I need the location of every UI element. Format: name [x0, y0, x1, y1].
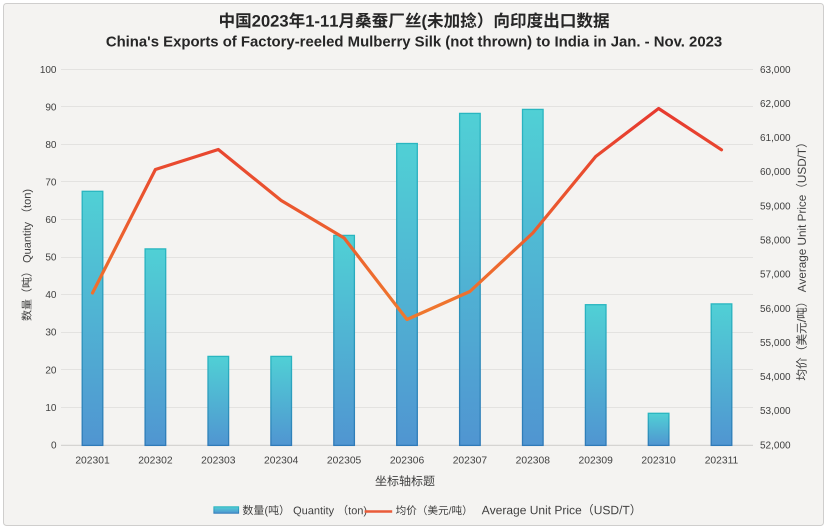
svg-text:60,000: 60,000 — [760, 167, 791, 178]
svg-text:40: 40 — [45, 290, 57, 301]
svg-text:80: 80 — [45, 140, 57, 151]
svg-text:202311: 202311 — [705, 456, 739, 467]
svg-text:202301: 202301 — [75, 456, 110, 467]
svg-text:202305: 202305 — [327, 456, 362, 467]
svg-text:90: 90 — [45, 102, 57, 113]
svg-text:202308: 202308 — [516, 456, 551, 467]
svg-text:63,000: 63,000 — [760, 65, 791, 76]
svg-text:55,000: 55,000 — [760, 338, 791, 349]
svg-text:202306: 202306 — [390, 456, 425, 467]
svg-text:30: 30 — [45, 328, 57, 339]
svg-text:62,000: 62,000 — [760, 99, 791, 110]
svg-text:70: 70 — [45, 178, 57, 189]
svg-text:0: 0 — [51, 440, 57, 451]
svg-text:100: 100 — [40, 65, 57, 76]
svg-text:61,000: 61,000 — [760, 133, 791, 144]
svg-text:202307: 202307 — [453, 456, 488, 467]
svg-text:52,000: 52,000 — [760, 440, 791, 451]
svg-text:202302: 202302 — [138, 456, 173, 467]
svg-text:56,000: 56,000 — [760, 304, 791, 315]
svg-text:202309: 202309 — [579, 456, 614, 467]
svg-text:202304: 202304 — [264, 456, 299, 467]
svg-text:50: 50 — [45, 253, 57, 264]
svg-text:60: 60 — [45, 215, 57, 226]
svg-text:57,000: 57,000 — [760, 270, 791, 281]
svg-text:202303: 202303 — [201, 456, 236, 467]
svg-text:58,000: 58,000 — [760, 236, 791, 247]
svg-text:China's Exports of Factory-ree: China's Exports of Factory-reeled Mulber… — [106, 34, 722, 50]
svg-text:20: 20 — [45, 365, 57, 376]
svg-text:10: 10 — [45, 403, 57, 414]
svg-text:59,000: 59,000 — [760, 201, 791, 212]
svg-text:202310: 202310 — [641, 456, 676, 467]
svg-text:54,000: 54,000 — [760, 372, 791, 383]
svg-text:53,000: 53,000 — [760, 406, 791, 417]
